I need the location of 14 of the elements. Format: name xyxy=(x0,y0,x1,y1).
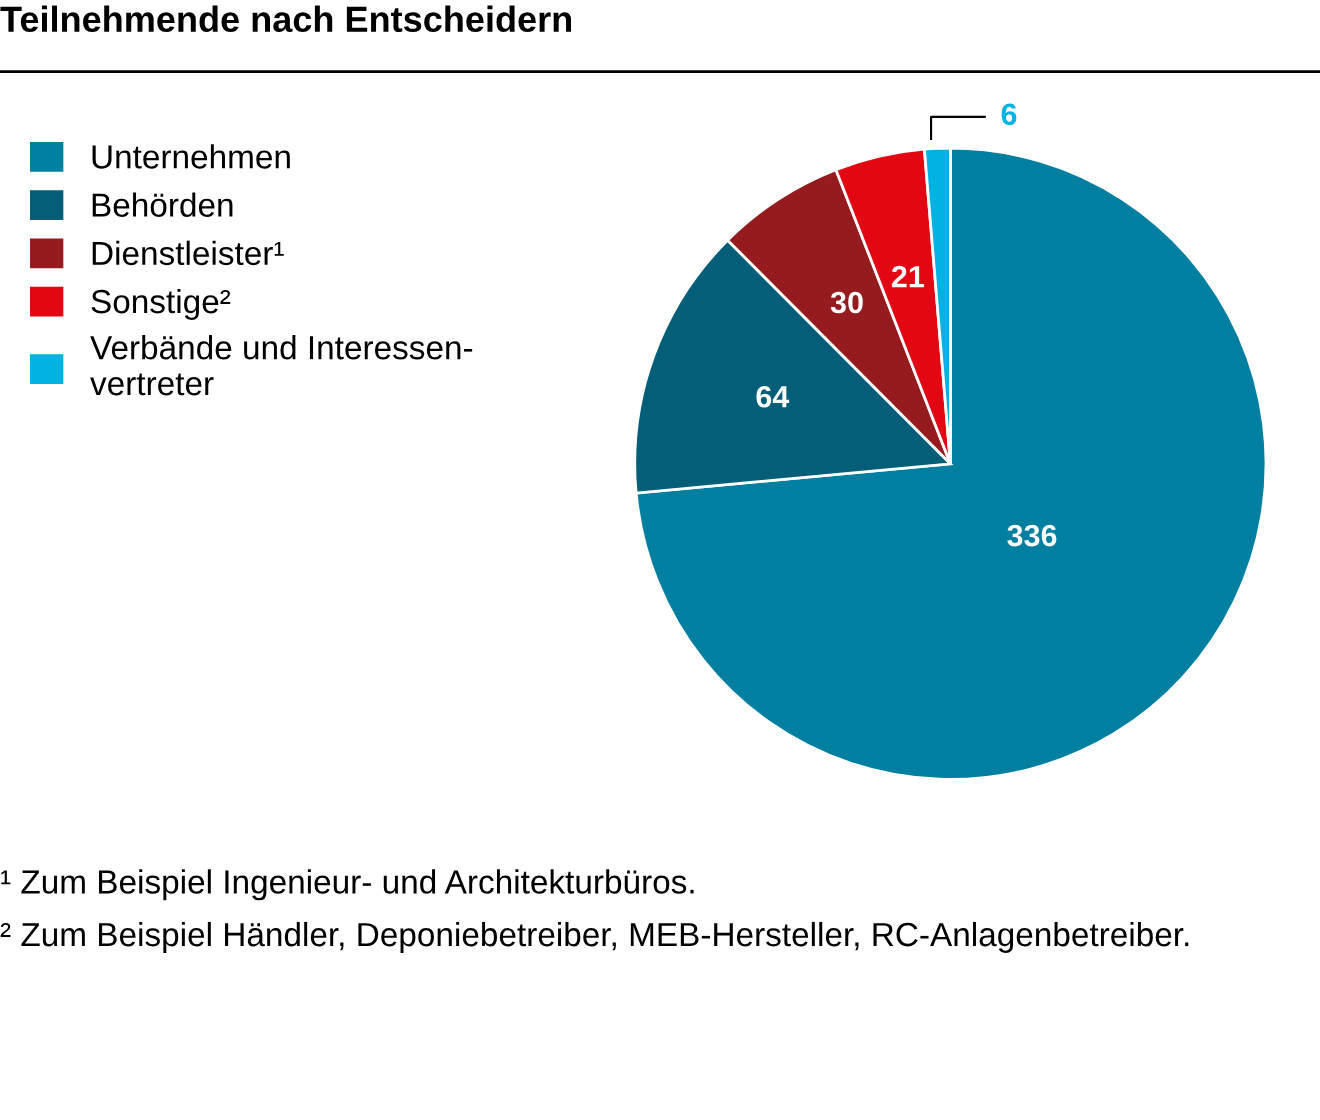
text: ² Zum Beispiel Händler, Deponiebetreiber, MEB-Hersteller, RC-Anlagenbetreiber. xyxy=(0,921,1189,953)
text: ¹ Zum Beispiel Ingenieur- und Architekturbüros. xyxy=(1,869,694,901)
legend-label: Verbände und Interessen- vertreter xyxy=(90,335,473,396)
data-label: 6 xyxy=(1001,103,1017,126)
chart-title: Teilnehmende nach Entscheidern xyxy=(0,5,572,33)
legend-label: Behörden xyxy=(92,192,233,217)
data-label: 336 xyxy=(1007,524,1057,547)
legend-label: Sonstige² xyxy=(91,288,231,320)
data-label: 64 xyxy=(756,385,790,408)
data-label: 30 xyxy=(830,291,863,314)
legend-label: Dienstleister¹ xyxy=(92,240,284,266)
data-label: 21 xyxy=(891,265,924,288)
legend-label: Unternehmen xyxy=(92,144,290,169)
pie-slice xyxy=(634,146,1268,781)
